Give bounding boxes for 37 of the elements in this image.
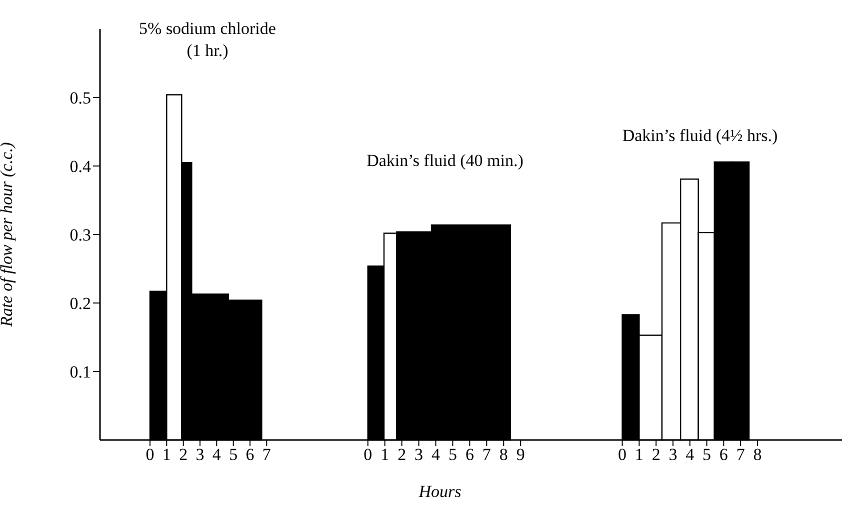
x-tick-label: 3 [414, 445, 424, 464]
x-tick-label: 5 [702, 445, 712, 464]
x-tick-label: 2 [398, 445, 406, 464]
x-tick-label: 6 [719, 445, 728, 464]
x-tick-label: 0 [364, 445, 372, 464]
x-tick-label: 6 [246, 445, 254, 464]
x-tick-label: 4 [686, 445, 695, 464]
x-tick-label: 9 [516, 445, 525, 464]
x-tick-label: 6 [465, 445, 474, 464]
x-tick-label: 8 [499, 445, 508, 464]
x-tick-label: 1 [162, 445, 171, 464]
x-tick-label: 2 [179, 445, 188, 464]
y-axis-title: Rate of flow per hour (c.c.) [0, 142, 16, 328]
annotation: 5% sodium chloride (1 hr.) [138, 18, 277, 62]
x-tick-label: 4 [212, 445, 222, 464]
x-axis-title: Hours [418, 482, 462, 501]
x-tick-label: 5 [448, 445, 457, 464]
x-tick-label: 1 [634, 445, 644, 464]
y-tick-label: 0.1 [70, 362, 91, 382]
y-tick-label: 0.5 [70, 88, 91, 108]
x-tick-label: 8 [753, 445, 762, 464]
x-tick-label: 0 [618, 445, 627, 464]
annotation: Dakin’s fluid (4½ hrs.) [621, 125, 779, 147]
x-tick-label: 3 [196, 445, 204, 464]
x-tick-label: 0 [146, 445, 154, 464]
x-tick-label: 3 [668, 445, 678, 464]
annotation: Dakin’s fluid (40 min.) [366, 150, 524, 172]
y-tick-label: 0.3 [70, 226, 91, 245]
x-tick-label: 7 [262, 445, 272, 464]
x-tick-label: 7 [736, 445, 746, 464]
x-tick-label: 5 [229, 445, 238, 464]
x-tick-label: 7 [482, 445, 492, 464]
x-tick-label: 1 [380, 445, 390, 464]
y-tick-label: 0.2 [70, 294, 91, 314]
x-tick-label: 4 [432, 445, 441, 464]
x-tick-label: 2 [652, 445, 660, 464]
y-tick-label: 0.4 [70, 157, 92, 176]
